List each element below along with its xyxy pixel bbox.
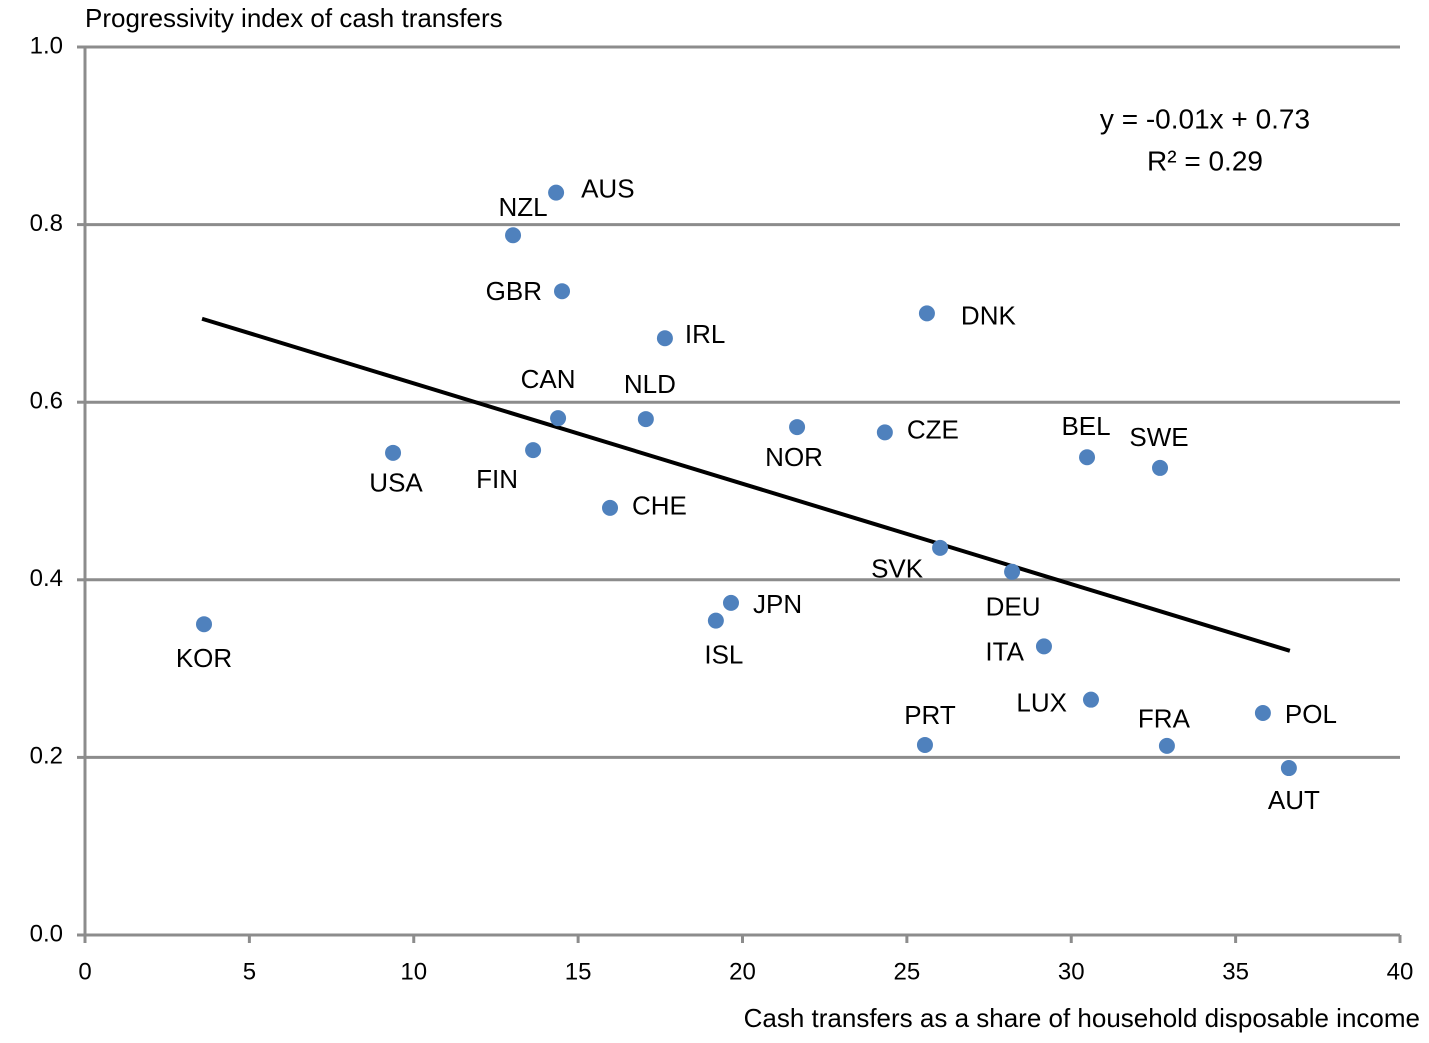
point-label: IRL bbox=[685, 319, 725, 349]
point bbox=[1035, 638, 1052, 655]
point-label: NZL bbox=[498, 192, 547, 222]
point bbox=[1079, 449, 1096, 466]
point bbox=[602, 499, 619, 516]
equation: y = -0.01x + 0.73 bbox=[1100, 103, 1310, 134]
point bbox=[1158, 737, 1175, 754]
x-tick-label: 5 bbox=[243, 958, 256, 985]
point bbox=[548, 184, 565, 201]
point bbox=[554, 283, 571, 300]
point-label: SWE bbox=[1129, 422, 1188, 452]
point bbox=[505, 227, 522, 244]
point-label: LUX bbox=[1016, 688, 1067, 718]
x-tick-label: 40 bbox=[1387, 958, 1414, 985]
x-tick-label: 35 bbox=[1222, 958, 1249, 985]
point bbox=[918, 305, 935, 322]
point-label: AUS bbox=[581, 174, 634, 204]
x-tick-label: 0 bbox=[78, 958, 91, 985]
point bbox=[789, 419, 806, 436]
point bbox=[722, 594, 739, 611]
y-tick-label: 0.2 bbox=[30, 743, 63, 770]
point bbox=[1254, 705, 1271, 721]
point-label: ISL bbox=[704, 640, 743, 670]
point-label: USA bbox=[369, 468, 423, 498]
point-label: DNK bbox=[961, 300, 1017, 330]
point bbox=[550, 410, 567, 427]
point bbox=[1004, 563, 1021, 580]
x-axis-title: Cash transfers as a share of household d… bbox=[744, 1003, 1420, 1033]
point bbox=[385, 444, 402, 461]
point-label: CHE bbox=[632, 491, 687, 521]
point-label: NLD bbox=[624, 369, 676, 399]
y-tick-label: 1.0 bbox=[30, 32, 63, 59]
x-tick-label: 10 bbox=[400, 958, 427, 985]
y-tick-label: 0.8 bbox=[30, 210, 63, 237]
x-tick-label: 20 bbox=[729, 958, 756, 985]
x-tick-label: 15 bbox=[565, 958, 592, 985]
point-label: JPN bbox=[753, 589, 802, 619]
point-label: NOR bbox=[765, 442, 823, 472]
x-tick-label: 25 bbox=[894, 958, 921, 985]
point-label: PRT bbox=[904, 700, 956, 730]
point bbox=[1280, 760, 1297, 777]
y-axis-title: Progressivity index of cash transfers bbox=[85, 3, 503, 33]
point bbox=[707, 612, 724, 629]
y-tick-label: 0.4 bbox=[30, 565, 63, 592]
point bbox=[656, 330, 673, 347]
point-label: CAN bbox=[521, 364, 576, 394]
point bbox=[876, 424, 893, 441]
point bbox=[196, 616, 213, 633]
point-label: GBR bbox=[486, 276, 542, 306]
point-label: SVK bbox=[871, 554, 924, 584]
point bbox=[1082, 691, 1099, 708]
trendline bbox=[201, 316, 1291, 653]
point-label: AUT bbox=[1268, 785, 1320, 815]
point-label: POL bbox=[1285, 699, 1337, 729]
x-tick-label: 30 bbox=[1058, 958, 1085, 985]
r-squared: R² = 0.29 bbox=[1147, 145, 1263, 176]
point-label: ITA bbox=[985, 636, 1024, 666]
point bbox=[525, 442, 542, 459]
point bbox=[1152, 459, 1169, 476]
point-label: CZE bbox=[907, 414, 959, 444]
y-tick-label: 0.6 bbox=[30, 388, 63, 415]
point-label: KOR bbox=[176, 643, 232, 673]
point bbox=[916, 736, 933, 753]
point-label: FRA bbox=[1138, 704, 1191, 734]
point-label: DEU bbox=[986, 592, 1041, 622]
point-label: FIN bbox=[476, 464, 518, 494]
point bbox=[932, 539, 949, 556]
point-label: BEL bbox=[1061, 411, 1110, 441]
point bbox=[637, 411, 654, 428]
y-tick-label: 0.0 bbox=[30, 920, 63, 947]
